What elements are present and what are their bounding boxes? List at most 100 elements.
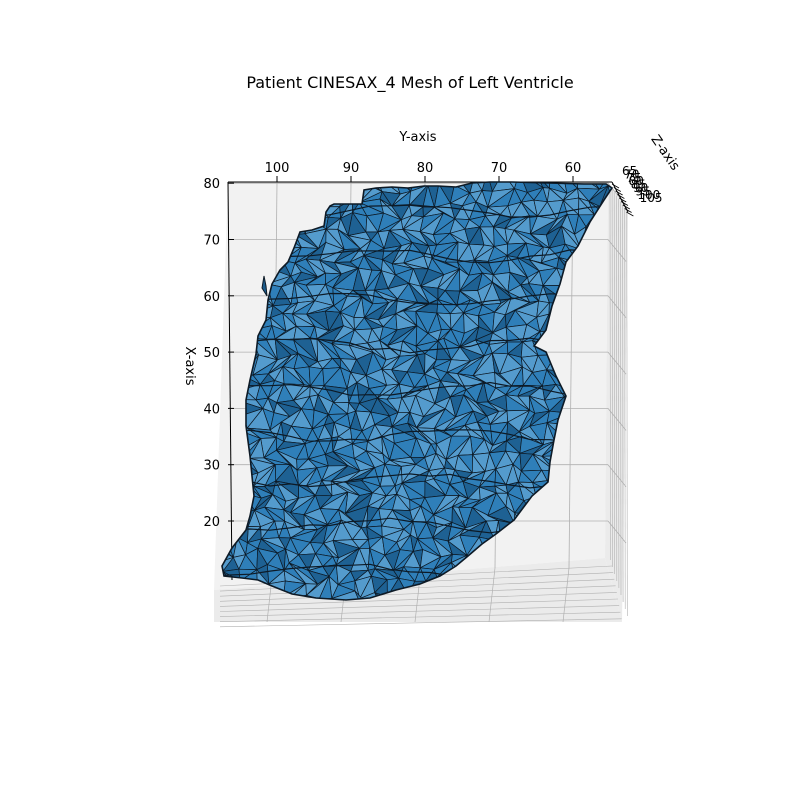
mesh-facet bbox=[535, 182, 551, 190]
grid-line-z bbox=[618, 198, 620, 589]
mesh-facet bbox=[473, 182, 488, 192]
mesh-facet bbox=[489, 623, 513, 642]
grid-line-floor bbox=[219, 585, 616, 602]
mesh-facet bbox=[621, 556, 641, 566]
mesh-facet bbox=[628, 566, 648, 580]
mesh-facet bbox=[249, 625, 269, 641]
mesh-facet bbox=[502, 182, 520, 190]
grid-line-floor bbox=[219, 598, 619, 612]
z-tick-mark bbox=[619, 197, 627, 203]
grid-line-floor-y bbox=[488, 567, 496, 623]
mesh-facet bbox=[628, 243, 635, 256]
mesh-facet bbox=[627, 327, 643, 344]
mesh-facet bbox=[628, 277, 649, 289]
x-axis-label: X-axis bbox=[182, 347, 197, 386]
y-tick-label: 70 bbox=[491, 161, 508, 176]
mesh-facet bbox=[637, 398, 646, 409]
mesh-facet bbox=[444, 620, 464, 642]
mesh-facet bbox=[260, 627, 275, 642]
grid-line-floor bbox=[219, 592, 617, 607]
axis-lines bbox=[227, 181, 629, 581]
mesh-facet bbox=[627, 344, 655, 359]
mesh-facet bbox=[585, 624, 594, 642]
mesh-facet bbox=[222, 202, 230, 216]
mesh-facet bbox=[605, 626, 624, 641]
mesh-facet bbox=[307, 621, 329, 642]
mesh-facet bbox=[388, 623, 400, 641]
mesh-facet bbox=[632, 481, 649, 499]
mesh-facet bbox=[618, 626, 632, 641]
z-tick-label: 85 bbox=[631, 178, 646, 192]
z-tick-mark bbox=[611, 183, 620, 189]
y-axis-ticks: 100 90 80 70 60 bbox=[265, 161, 582, 182]
grid-line-z bbox=[613, 192, 616, 575]
x-tick-label: 30 bbox=[203, 459, 220, 474]
mesh-facet bbox=[630, 520, 648, 543]
z-tick-label: 65 bbox=[622, 164, 637, 178]
mesh-facet bbox=[400, 622, 409, 635]
mesh-facet bbox=[332, 625, 353, 635]
mesh-facet bbox=[281, 628, 297, 640]
mesh-facet bbox=[332, 625, 353, 639]
mesh-facet bbox=[632, 466, 648, 481]
z-axis-label: Z-axis bbox=[647, 133, 682, 174]
mesh-facet bbox=[489, 625, 513, 642]
mesh-contour bbox=[222, 473, 611, 489]
y-axis-label: Y-axis bbox=[398, 130, 436, 145]
y-tick-label: 60 bbox=[565, 161, 582, 176]
x-tick-label: 40 bbox=[203, 402, 220, 417]
mesh-facet bbox=[281, 625, 297, 632]
mesh-facet bbox=[307, 624, 329, 642]
mesh-facet bbox=[637, 409, 646, 430]
mesh-facet bbox=[540, 624, 552, 634]
mesh-facet bbox=[628, 551, 648, 566]
y-tick-label: 90 bbox=[343, 161, 360, 176]
mesh-facet bbox=[634, 510, 641, 523]
z-tick-mark bbox=[620, 201, 629, 206]
mesh-outline bbox=[221, 181, 614, 601]
mesh-facet bbox=[628, 409, 638, 430]
mesh-facet bbox=[320, 621, 344, 639]
mesh-facet bbox=[633, 310, 655, 327]
mesh-facet bbox=[377, 623, 388, 641]
mesh-facet bbox=[638, 257, 650, 277]
mesh-facet bbox=[368, 626, 387, 642]
mesh-facet bbox=[573, 624, 585, 642]
mesh-facet bbox=[222, 214, 229, 227]
mesh-facet bbox=[636, 441, 649, 454]
mesh-facet bbox=[628, 399, 638, 415]
mesh-facet bbox=[628, 566, 648, 580]
mesh-facet bbox=[630, 543, 642, 558]
mesh-facet bbox=[632, 441, 649, 455]
mesh-facet bbox=[640, 543, 648, 558]
mesh-facet bbox=[499, 623, 517, 642]
x-tick-label: 70 bbox=[203, 234, 220, 249]
x-tick-label: 80 bbox=[203, 177, 220, 192]
z-tick-label: 70 bbox=[624, 167, 639, 181]
mesh-facet bbox=[628, 409, 645, 430]
mesh-facet bbox=[463, 620, 474, 636]
mesh-facet bbox=[634, 389, 647, 400]
mesh-facet bbox=[245, 625, 261, 641]
mesh-facet bbox=[556, 624, 585, 641]
mesh-facet bbox=[627, 344, 655, 359]
y-tick-label: 100 bbox=[265, 161, 290, 176]
z-tick-label: 80 bbox=[629, 174, 644, 188]
mesh-facet bbox=[486, 625, 492, 634]
mesh-facet bbox=[513, 624, 521, 641]
mesh-facet bbox=[640, 454, 649, 469]
grid-line-z bbox=[615, 195, 618, 582]
mesh-facet bbox=[642, 220, 655, 227]
grid-line-z bbox=[626, 211, 628, 617]
z-tick-label: 100 bbox=[637, 188, 660, 202]
mesh-facet bbox=[635, 227, 653, 243]
mesh-contour bbox=[222, 381, 611, 399]
x-axis-line bbox=[227, 181, 233, 581]
grid-line-z bbox=[620, 201, 622, 596]
mesh-facet bbox=[229, 626, 245, 639]
mesh-facet bbox=[641, 596, 655, 610]
grid-line-z bbox=[624, 208, 626, 610]
mesh-facet bbox=[222, 202, 230, 216]
